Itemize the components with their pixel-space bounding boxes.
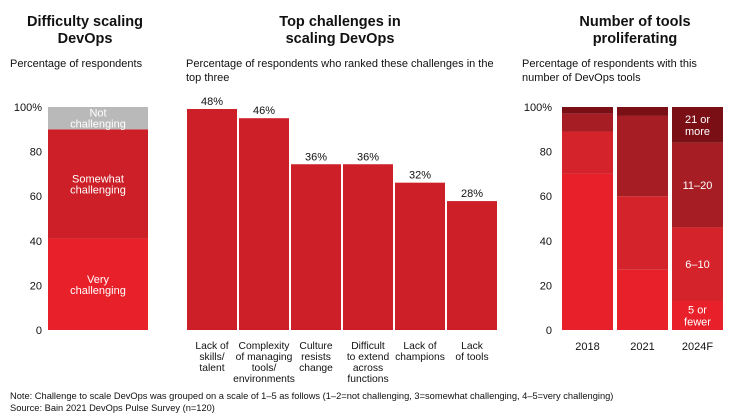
- bar: [343, 164, 393, 330]
- stack-segment: [617, 269, 668, 330]
- stack-segment: [48, 129, 148, 239]
- category-label: Difficult to extend across functions: [347, 341, 390, 385]
- segment-label: Somewhat challenging: [70, 173, 126, 196]
- panel-2-title: Top challenges in scaling DevOps: [279, 14, 401, 47]
- value-label: 32%: [409, 170, 431, 182]
- y-tick-label: 60: [540, 191, 552, 203]
- category-label: Culture resists change: [299, 341, 333, 374]
- bar: [447, 201, 497, 330]
- stack-segment: [562, 113, 613, 132]
- value-label: 46%: [253, 105, 275, 117]
- stack-segment: [562, 173, 613, 330]
- panel-2-subtitle: Percentage of respondents who ranked the…: [186, 58, 494, 84]
- category-label: Complexity of managing tools/environments: [233, 341, 295, 385]
- stack-segment: [48, 238, 148, 330]
- stack-segment: [562, 107, 613, 114]
- y-tick-label: 80: [30, 147, 42, 159]
- footer-source: Source: Bain 2021 DevOps Pulse Survey (n…: [10, 403, 215, 413]
- panel-3-title: Number of tools proliferating: [579, 14, 691, 47]
- value-label: 36%: [357, 151, 379, 163]
- stack-segment: [672, 227, 723, 302]
- y-tick-label: 0: [546, 325, 552, 337]
- y-tick-label: 100%: [524, 102, 552, 114]
- y-tick-label: 20: [30, 280, 42, 292]
- y-tick-label: 40: [30, 236, 42, 248]
- x-tick-label: 2018: [575, 341, 599, 353]
- series-label: 6–10: [685, 259, 709, 271]
- series-label: 11–20: [683, 180, 713, 192]
- y-tick-label: 20: [540, 280, 552, 292]
- bar: [187, 109, 237, 330]
- stack-segment: [562, 131, 613, 174]
- panel-1-subtitle: Percentage of respondents: [10, 58, 143, 70]
- stack-segment: [617, 196, 668, 270]
- y-tick-label: 80: [540, 147, 552, 159]
- value-label: 36%: [305, 151, 327, 163]
- stack-segment: [672, 107, 723, 143]
- category-label: Lack of champions: [395, 341, 445, 363]
- category-label: Lack of skills/talent: [195, 341, 228, 374]
- stack-segment: [672, 301, 723, 330]
- panel-3-subtitle: Percentage of respondents with this numb…: [522, 58, 697, 84]
- bar: [239, 118, 289, 330]
- x-tick-label: 2021: [630, 341, 654, 353]
- series-label: 5 or fewer: [684, 305, 711, 329]
- bar: [291, 164, 341, 330]
- value-label: 28%: [461, 188, 483, 200]
- segment-label: Not challenging: [70, 108, 126, 131]
- y-tick-label: 60: [30, 191, 42, 203]
- stack-segment: [617, 115, 668, 197]
- stack-segment: [672, 142, 723, 228]
- value-label: 48%: [201, 96, 223, 108]
- series-label: 21 or more: [685, 114, 710, 138]
- segment-label: Very challenging: [70, 274, 126, 297]
- category-label: Lack of tools: [455, 341, 488, 363]
- y-tick-label: 40: [540, 236, 552, 248]
- panel-1-title: Difficulty scaling DevOps: [26, 14, 144, 47]
- y-tick-label: 0: [36, 325, 42, 337]
- stack-segment: [617, 107, 668, 116]
- bar: [395, 182, 445, 330]
- footer-note: Note: Challenge to scale DevOps was grou…: [10, 391, 614, 401]
- y-tick-label: 100%: [14, 102, 42, 114]
- x-tick-label: 2024F: [682, 341, 713, 353]
- stack-segment: [48, 107, 148, 130]
